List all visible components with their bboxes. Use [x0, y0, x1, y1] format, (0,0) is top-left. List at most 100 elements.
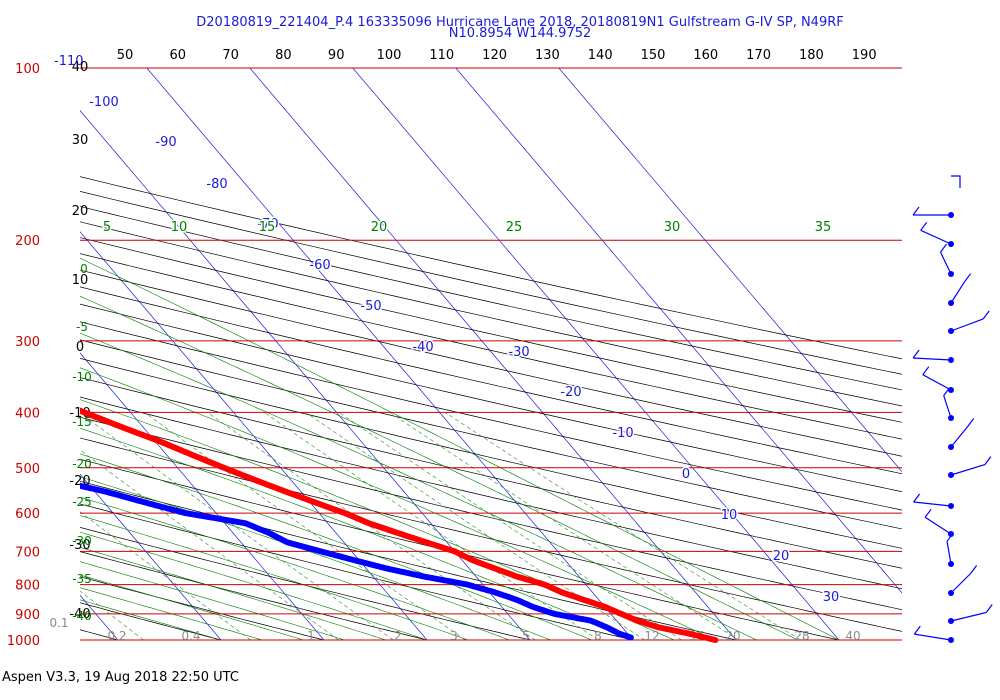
top-temperature-tick-label: 60: [170, 48, 187, 63]
wind-barb-flag: [913, 625, 921, 635]
top-temperature-tick-label: 190: [852, 48, 877, 63]
temperature-profile-point: [53, 398, 59, 404]
temperature-profile-point: [10, 382, 16, 388]
theta-e-left-label: 0: [80, 262, 88, 276]
temperature-profile-point: [40, 393, 46, 399]
wind-barb-flag: [964, 273, 972, 283]
moist-adiabat-line: [80, 295, 798, 641]
temperature-profile-point: [55, 399, 61, 405]
isotherm-line: [249, 68, 737, 641]
temperature-profile-point: [5, 381, 11, 387]
dry-adiabat-line: [80, 321, 902, 511]
isotherm-line: [352, 68, 840, 641]
chart-subtitle: N10.8954 W144.9752: [448, 26, 592, 41]
wind-barb-flag: [982, 310, 990, 320]
top-temperature-tick-label: 70: [222, 48, 239, 63]
dry-adiabat-line: [80, 480, 737, 641]
left-temperature-tick-label: 10: [72, 273, 89, 288]
dewpoint-profile-point: [47, 476, 53, 482]
theta-e-left-label: -15: [72, 415, 92, 429]
top-temperature-tick-label: 120: [482, 48, 507, 63]
moist-adiabat-line: [80, 531, 428, 641]
temperature-profile-point: [24, 387, 30, 393]
dewpoint-profile: [0, 462, 634, 641]
mixing-ratio-line: [444, 412, 801, 641]
temperature-profile-point: [7, 381, 13, 387]
mixing-ratio-label: 8: [594, 629, 602, 643]
left-temperature-tick-label: 30: [72, 133, 89, 148]
pressure-tick-label: 400: [15, 406, 40, 421]
temperature-profile-point: [49, 396, 55, 402]
moist-adiabat-line: [80, 367, 716, 641]
isotherm-label: -30: [508, 345, 529, 360]
dewpoint-profile-point: [43, 475, 49, 481]
wind-barb-flag: [912, 206, 920, 216]
pressure-tick-label: 600: [15, 507, 40, 522]
dewpoint-profile-point: [58, 479, 64, 485]
dry-adiabat-line: [80, 269, 902, 457]
dewpoint-profile-point: [45, 476, 51, 482]
wind-barb-flag: [920, 221, 928, 231]
wind-barb-flag: [967, 418, 975, 427]
isotherm-line: [80, 231, 428, 641]
dewpoint-profile-point: [0, 462, 1, 468]
theta-e-left-label: -30: [72, 534, 92, 548]
theta-e-left-label: -25: [72, 495, 92, 509]
wind-barb-staff: [946, 541, 952, 565]
top-temperature-tick-label: 170: [746, 48, 771, 63]
dewpoint-profile-point: [1, 465, 7, 471]
isotherm-line: [146, 68, 634, 641]
pressure-tick-label: 900: [15, 608, 40, 623]
moist-adiabat-line: [80, 574, 304, 641]
dewpoint-profile-point: [2, 466, 8, 472]
left-temperature-tick-label: -40: [69, 607, 90, 622]
dry-adiabat-line: [80, 286, 902, 475]
dewpoint-profile-point: [40, 474, 46, 480]
pressure-tick-label: 200: [15, 234, 40, 249]
isotherm-label: -10: [612, 426, 633, 441]
isotherm-label: -90: [155, 135, 176, 150]
dry-adiabat-line: [80, 176, 902, 360]
dry-adiabat-line: [80, 526, 531, 641]
mixing-ratio-line: [80, 449, 339, 641]
wind-barb-staff: [922, 374, 952, 391]
dewpoint-profile-point: [41, 475, 47, 481]
moist-adiabat-line: [80, 332, 757, 641]
wind-barb-staff: [950, 611, 987, 622]
pressure-tick-label: 100: [15, 62, 40, 77]
isotherm-label: -70: [257, 217, 278, 232]
dewpoint-profile-point: [80, 483, 81, 487]
temperature-profile-point: [54, 398, 60, 404]
dry-adiabat-line: [80, 303, 902, 493]
dewpoint-profile-point: [4, 466, 10, 472]
chart-title: D20180819_221404_P.4 163335096 Hurricane…: [196, 15, 844, 30]
moist-adiabat-line: [80, 427, 634, 641]
theta-e-label: 10: [171, 220, 188, 235]
isotherm-label: 20: [773, 549, 790, 564]
dry-adiabat-line: [80, 551, 428, 641]
temperature-profile-point: [36, 391, 42, 397]
mixing-ratio-line: [80, 590, 144, 641]
theta-e-left-label: -35: [72, 572, 92, 586]
wind-barb-staff: [950, 318, 984, 332]
mixing-ratio-label: 3: [450, 629, 458, 643]
temperature-profile-point: [42, 393, 48, 399]
top-temperature-tick-label: 80: [275, 48, 292, 63]
temperature-profile-point: [29, 389, 35, 395]
temperature-profile-point: [62, 402, 68, 408]
dewpoint-profile-point: [0, 463, 3, 469]
temperature-profile-point: [80, 407, 82, 413]
dewpoint-profile-point: [0, 464, 4, 470]
theta-e-left-label: -40: [72, 609, 92, 623]
dewpoint-profile-point: [80, 482, 82, 489]
dewpoint-profile-point: [53, 477, 59, 483]
wind-barb-flag: [922, 366, 930, 376]
mixing-ratio-label: 0.1: [49, 616, 68, 630]
isotherm-label: -40: [412, 340, 433, 355]
temperature-profile-point: [0, 379, 4, 385]
dewpoint-profile-point: [5, 466, 11, 472]
dewpoint-profile-point: [57, 478, 63, 484]
dewpoint-profile-point: [0, 465, 6, 471]
isotherm-line: [80, 110, 531, 641]
wind-barb-staff: [939, 251, 952, 275]
